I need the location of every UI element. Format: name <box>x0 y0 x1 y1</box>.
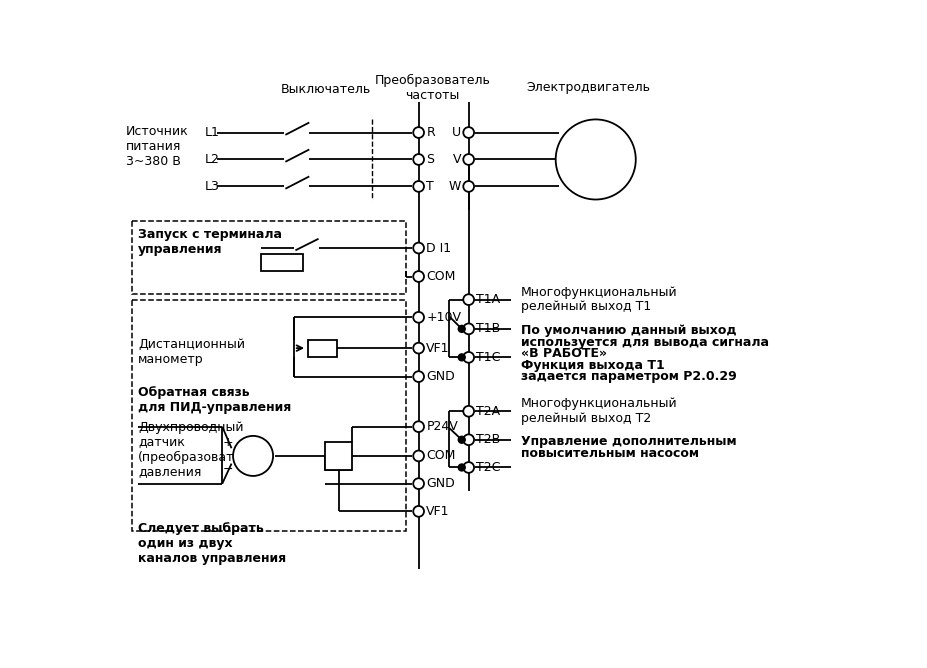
Text: U: U <box>451 126 461 139</box>
Text: −: − <box>222 464 234 476</box>
Text: COM: COM <box>425 450 455 462</box>
Text: T1B: T1B <box>476 323 500 335</box>
Text: R: R <box>425 126 435 139</box>
Text: COM: COM <box>425 270 455 283</box>
Circle shape <box>463 462 474 473</box>
Text: Электродвигатель: Электродвигатель <box>526 81 650 94</box>
Circle shape <box>458 464 464 471</box>
Circle shape <box>413 422 424 432</box>
Text: повысительным насосом: повысительным насосом <box>520 447 698 460</box>
Bar <box>324 442 352 470</box>
Text: используется для вывода сигнала: используется для вывода сигнала <box>520 336 768 349</box>
Text: Запуск с терминала
управления: Запуск с терминала управления <box>138 228 282 256</box>
Text: +: + <box>222 436 234 448</box>
Text: Многофункциональный: Многофункциональный <box>520 397 677 411</box>
Circle shape <box>413 127 424 138</box>
Circle shape <box>413 450 424 462</box>
Circle shape <box>463 406 474 417</box>
Text: S: S <box>425 153 434 166</box>
Circle shape <box>413 271 424 282</box>
Circle shape <box>233 436 273 476</box>
Text: V: V <box>452 153 461 166</box>
Text: T1C: T1C <box>476 351 501 364</box>
Text: релейный выход Т1: релейный выход Т1 <box>520 301 651 313</box>
Text: Двухпроводный
датчик
(преобразователь)
давления: Двухпроводный датчик (преобразователь) д… <box>138 420 262 478</box>
Circle shape <box>458 325 464 333</box>
Text: T1A: T1A <box>476 293 500 306</box>
Text: задается параметром Р2.0.29: задается параметром Р2.0.29 <box>520 371 736 383</box>
Circle shape <box>463 323 474 334</box>
Text: L1: L1 <box>204 126 219 139</box>
Text: Обратная связь
для ПИД-управления: Обратная связь для ПИД-управления <box>138 386 291 414</box>
Circle shape <box>413 181 424 192</box>
Text: L3: L3 <box>204 180 219 193</box>
Text: P24V: P24V <box>425 420 458 433</box>
Circle shape <box>458 436 464 443</box>
Text: T2C: T2C <box>476 461 501 474</box>
Text: Дистанционный
манометр: Дистанционный манометр <box>138 338 245 366</box>
Text: VF1: VF1 <box>425 505 450 518</box>
Text: Функция выхода Т1: Функция выхода Т1 <box>520 359 664 372</box>
Text: D I1: D I1 <box>425 242 451 255</box>
Text: VF1: VF1 <box>425 341 450 355</box>
Text: Выключатель: Выключатель <box>281 83 371 96</box>
Circle shape <box>463 294 474 305</box>
Circle shape <box>413 343 424 353</box>
Text: GND: GND <box>425 477 454 490</box>
Circle shape <box>413 506 424 517</box>
Text: T2A: T2A <box>476 405 500 418</box>
Circle shape <box>463 352 474 363</box>
Text: T: T <box>425 180 434 193</box>
Text: Источник
питания
3~380 В: Источник питания 3~380 В <box>126 125 188 168</box>
Circle shape <box>413 312 424 323</box>
Circle shape <box>463 154 474 165</box>
Text: релейный выход Т2: релейный выход Т2 <box>520 412 651 425</box>
Bar <box>308 339 337 357</box>
Text: +10V: +10V <box>425 311 461 324</box>
Text: «В РАБОТЕ»: «В РАБОТЕ» <box>520 347 606 360</box>
Text: Управление дополнительным: Управление дополнительным <box>520 435 736 448</box>
Circle shape <box>413 478 424 489</box>
Text: GND: GND <box>425 370 454 383</box>
Bar <box>260 255 303 271</box>
Circle shape <box>463 434 474 445</box>
Circle shape <box>555 120 635 200</box>
Text: W: W <box>448 180 461 193</box>
Circle shape <box>463 127 474 138</box>
Circle shape <box>413 154 424 165</box>
Text: L2: L2 <box>204 153 219 166</box>
Text: По умолчанию данный выход: По умолчанию данный выход <box>520 324 736 337</box>
Text: Следует выбрать
один из двух
каналов управления: Следует выбрать один из двух каналов упр… <box>138 522 286 565</box>
Circle shape <box>413 242 424 253</box>
Circle shape <box>413 371 424 382</box>
Text: Многофункциональный: Многофункциональный <box>520 286 677 299</box>
Circle shape <box>463 181 474 192</box>
Text: T2B: T2B <box>476 434 500 446</box>
Circle shape <box>458 354 464 361</box>
Text: Преобразователь
частоты: Преобразователь частоты <box>375 74 489 102</box>
